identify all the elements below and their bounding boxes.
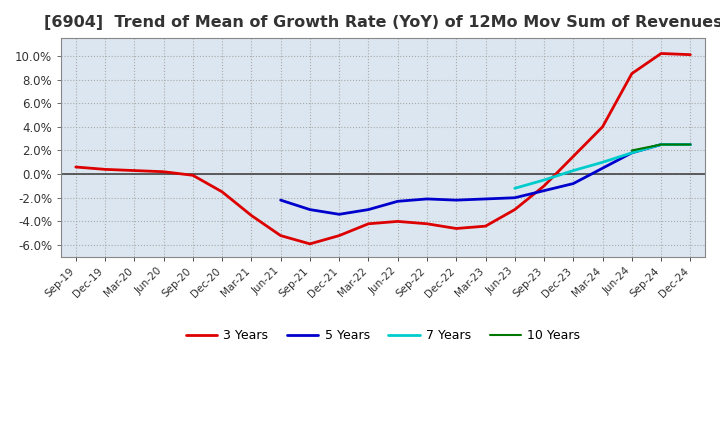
- 3 Years: [452, 226, 461, 231]
- 3 Years: [393, 219, 402, 224]
- 5 Years: [510, 195, 519, 200]
- 7 Years: [686, 142, 695, 147]
- Line: 5 Years: 5 Years: [281, 145, 690, 214]
- 5 Years: [276, 198, 285, 203]
- 5 Years: [628, 150, 636, 155]
- 7 Years: [628, 150, 636, 155]
- 5 Years: [423, 196, 431, 202]
- 3 Years: [335, 233, 343, 238]
- 3 Years: [305, 241, 314, 246]
- 5 Years: [305, 207, 314, 212]
- 3 Years: [569, 154, 577, 159]
- 7 Years: [598, 160, 607, 165]
- 7 Years: [510, 186, 519, 191]
- 5 Years: [657, 142, 665, 147]
- 3 Years: [217, 189, 226, 194]
- 3 Years: [628, 71, 636, 76]
- 7 Years: [657, 142, 665, 147]
- Line: 3 Years: 3 Years: [76, 54, 690, 244]
- Legend: 3 Years, 5 Years, 7 Years, 10 Years: 3 Years, 5 Years, 7 Years, 10 Years: [181, 324, 585, 348]
- 3 Years: [657, 51, 665, 56]
- 3 Years: [423, 221, 431, 227]
- Line: 10 Years: 10 Years: [632, 145, 690, 150]
- 5 Years: [393, 199, 402, 204]
- 5 Years: [364, 207, 373, 212]
- 5 Years: [452, 198, 461, 203]
- 3 Years: [510, 207, 519, 212]
- Title: [6904]  Trend of Mean of Growth Rate (YoY) of 12Mo Mov Sum of Revenues: [6904] Trend of Mean of Growth Rate (YoY…: [44, 15, 720, 30]
- 3 Years: [364, 221, 373, 227]
- 3 Years: [540, 183, 549, 189]
- 3 Years: [598, 124, 607, 129]
- 3 Years: [247, 213, 256, 218]
- 3 Years: [686, 52, 695, 57]
- 5 Years: [569, 181, 577, 186]
- 10 Years: [686, 142, 695, 147]
- Line: 7 Years: 7 Years: [515, 145, 690, 188]
- 3 Years: [130, 168, 139, 173]
- 3 Years: [101, 167, 109, 172]
- 3 Years: [276, 233, 285, 238]
- 5 Years: [686, 142, 695, 147]
- 3 Years: [481, 224, 490, 229]
- 5 Years: [335, 212, 343, 217]
- 7 Years: [569, 168, 577, 173]
- 5 Years: [540, 188, 549, 193]
- 3 Years: [71, 165, 80, 170]
- 5 Years: [481, 196, 490, 202]
- 7 Years: [540, 177, 549, 183]
- 3 Years: [159, 169, 168, 174]
- 10 Years: [628, 148, 636, 153]
- 10 Years: [657, 142, 665, 147]
- 3 Years: [189, 172, 197, 178]
- 5 Years: [598, 165, 607, 171]
